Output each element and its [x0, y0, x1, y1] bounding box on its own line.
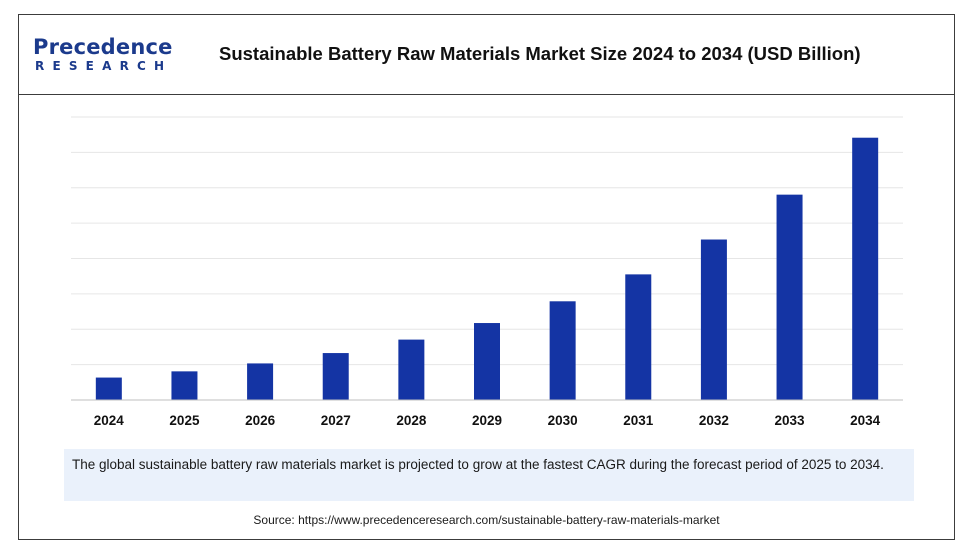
bar-2027	[322, 353, 349, 400]
x-tick-label-2030: 2030	[548, 413, 578, 428]
x-tick-label-2025: 2025	[169, 413, 200, 428]
bar-chart: 2024 2025 2026 2027 2028 2029 2030 2031 2032 2033…	[71, 116, 903, 428]
bar-2024	[95, 377, 122, 400]
bar-2034	[852, 137, 879, 400]
bar-2032	[700, 239, 727, 400]
bar-2025	[171, 371, 198, 400]
x-tick-label-2029: 2029	[472, 413, 502, 428]
x-tick-label-2033: 2033	[775, 413, 806, 428]
chart-title: Sustainable Battery Raw Materials Market…	[219, 43, 861, 64]
bar-2033	[776, 194, 803, 400]
gridlines	[71, 116, 903, 366]
x-tick-label-2034: 2034	[850, 413, 881, 428]
header: Precedence RESEARCH Sustainable Battery …	[19, 15, 954, 95]
bar-2029	[474, 323, 500, 400]
x-tick-label-2028: 2028	[396, 413, 427, 428]
bar-2031	[625, 274, 652, 400]
bar-2028	[398, 339, 425, 400]
brand-name-bottom: RESEARCH	[35, 59, 173, 73]
summary-note: The global sustainable battery raw mater…	[64, 449, 914, 501]
bars	[95, 137, 879, 400]
x-tick-label-2027: 2027	[321, 413, 351, 428]
brand-name-top: Precedence	[33, 35, 173, 59]
x-tick-label-2024: 2024	[94, 413, 125, 428]
source-citation: Source: https://www.precedenceresearch.c…	[253, 513, 720, 527]
bar-2030	[549, 301, 576, 400]
infographic-frame: Precedence RESEARCH Sustainable Battery …	[18, 14, 955, 540]
bar-2026	[247, 363, 274, 400]
x-tick-labels: 2024 2025 2026 2027 2028 2029 2030 2031 2032 2033…	[94, 413, 881, 428]
x-tick-label-2031: 2031	[623, 413, 654, 428]
x-tick-label-2032: 2032	[699, 413, 729, 428]
x-tick-label-2026: 2026	[245, 413, 276, 428]
brand-logo: Precedence RESEARCH	[33, 35, 183, 79]
